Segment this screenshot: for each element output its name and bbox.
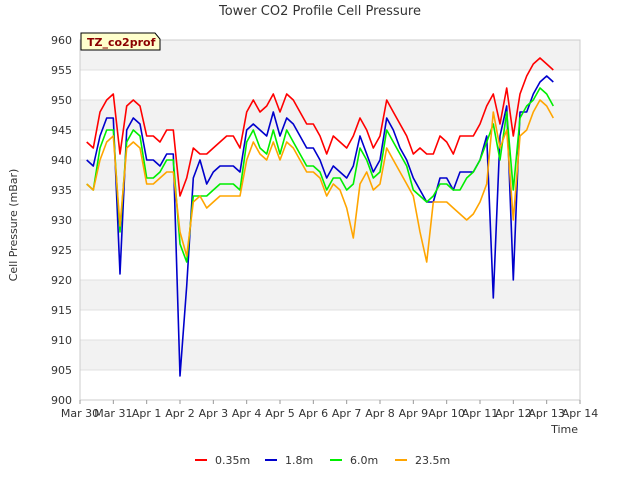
chart-title: Tower CO2 Profile Cell Pressure bbox=[218, 4, 421, 19]
x-tick-label: Mar 30 bbox=[61, 407, 99, 420]
y-tick-label: 905 bbox=[51, 364, 72, 377]
y-tick-label: 945 bbox=[51, 124, 72, 137]
y-tick-label: 950 bbox=[51, 94, 72, 107]
x-tick-label: Apr 5 bbox=[265, 407, 295, 420]
series-line-6-0m bbox=[86, 87, 555, 263]
legend-label: 1.8m bbox=[285, 454, 313, 467]
x-tick-label: Apr 6 bbox=[299, 407, 329, 420]
y-tick-label: 940 bbox=[51, 154, 72, 167]
x-tick-label: Apr 2 bbox=[165, 407, 195, 420]
y-axis-label: Cell Pressure (mBar) bbox=[7, 169, 20, 282]
y-tick-label: 960 bbox=[51, 34, 72, 47]
x-tick-label: Apr 8 bbox=[365, 407, 395, 420]
x-tick-label: Apr 14 bbox=[562, 407, 599, 420]
x-tick-label: Apr 4 bbox=[232, 407, 262, 420]
x-axis-label: Time bbox=[550, 423, 578, 436]
series-line-0-35m bbox=[86, 57, 554, 197]
x-tick-label: Apr 12 bbox=[495, 407, 532, 420]
legend-label: 0.35m bbox=[215, 454, 250, 467]
y-tick-label: 900 bbox=[51, 394, 72, 407]
legend: 0.35m 1.8m 6.0m 23.5m bbox=[195, 454, 450, 467]
y-axis-ticks: 900 905 910 915 920 925 930 935 940 945 950 955 960 bbox=[51, 34, 72, 407]
x-tick-label: Apr 9 bbox=[399, 407, 429, 420]
y-tick-label: 955 bbox=[51, 64, 72, 77]
x-tick-label: Apr 1 bbox=[132, 407, 162, 420]
x-tick-label: Apr 7 bbox=[332, 407, 362, 420]
annotation-box: TZ_co2prof bbox=[80, 32, 161, 51]
grid-band bbox=[80, 220, 580, 250]
x-tick-label: Apr 13 bbox=[528, 407, 565, 420]
series-line-23-5m bbox=[86, 99, 555, 263]
series-lines bbox=[86, 57, 555, 377]
x-tick-label: Apr 10 bbox=[428, 407, 465, 420]
annotation-label: TZ_co2prof bbox=[87, 36, 156, 49]
y-tick-label: 920 bbox=[51, 274, 72, 287]
grid-band bbox=[80, 40, 580, 70]
legend-item: 1.8m bbox=[265, 454, 313, 467]
annotation-box-shape bbox=[80, 32, 161, 51]
y-tick-label: 910 bbox=[51, 334, 72, 347]
y-tick-label: 925 bbox=[51, 244, 72, 257]
legend-item: 23.5m bbox=[395, 454, 450, 467]
grid-band bbox=[80, 100, 580, 130]
legend-label: 6.0m bbox=[350, 454, 378, 467]
x-tick-label: Apr 3 bbox=[199, 407, 229, 420]
grid-band bbox=[80, 280, 580, 310]
legend-item: 6.0m bbox=[330, 454, 378, 467]
legend-label: 23.5m bbox=[415, 454, 450, 467]
grid-band bbox=[80, 340, 580, 370]
x-tick-label: Mar 31 bbox=[94, 407, 132, 420]
y-tick-label: 935 bbox=[51, 184, 72, 197]
x-tick-label: Apr 11 bbox=[462, 407, 499, 420]
y-tick-label: 915 bbox=[51, 304, 72, 317]
legend-item: 0.35m bbox=[195, 454, 250, 467]
y-tick-label: 930 bbox=[51, 214, 72, 227]
plot-frame bbox=[79, 39, 581, 401]
